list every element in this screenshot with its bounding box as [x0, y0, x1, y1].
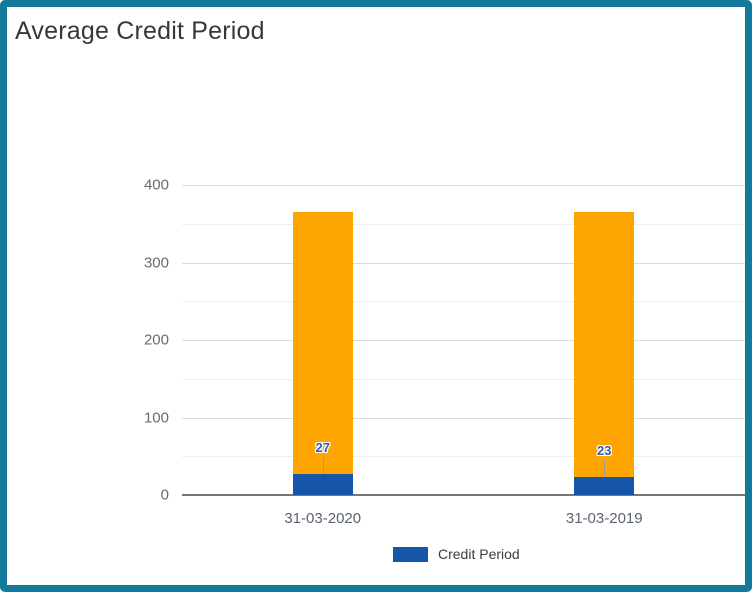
legend-label-credit-period: Credit Period: [438, 546, 520, 562]
bar-segment-remainder[interactable]: [292, 212, 353, 475]
gridline-major: [182, 262, 745, 264]
bar-segment-credit-period[interactable]: [292, 474, 353, 495]
bar-segment-credit-period[interactable]: [574, 477, 635, 495]
y-axis-tick-label: 0: [160, 486, 169, 504]
gridline-minor: [182, 223, 745, 225]
plot-area: 0 100 200 300 400 27 31-03-2020 23 31-03-2019: [7, 7, 745, 585]
y-axis-tick-label: 200: [143, 331, 169, 349]
data-label-leader-line: [322, 457, 324, 475]
chart-title: Average Credit Period: [15, 17, 265, 45]
gridline-minor: [182, 456, 745, 458]
legend-swatch-credit-period: [393, 546, 428, 562]
data-label: 27: [315, 440, 330, 456]
gridline-minor: [182, 378, 745, 380]
y-axis-tick-label: 300: [143, 254, 169, 271]
bar-segment-remainder[interactable]: [574, 212, 635, 478]
y-axis-tick-label: 400: [143, 176, 169, 194]
legend[interactable]: Credit Period: [393, 546, 520, 562]
gridline-major: [182, 340, 745, 341]
y-axis-tick-label: 100: [143, 409, 169, 426]
x-axis-line: [182, 494, 745, 496]
x-axis-category-label: 31-03-2019: [565, 510, 643, 527]
x-axis-category-label: 31-03-2020: [284, 510, 362, 527]
data-label-leader-line: [604, 460, 606, 478]
gridline-major: [182, 417, 745, 419]
gridline-major: [182, 185, 745, 186]
data-label: 23: [597, 443, 612, 459]
gridline-minor: [182, 301, 745, 303]
